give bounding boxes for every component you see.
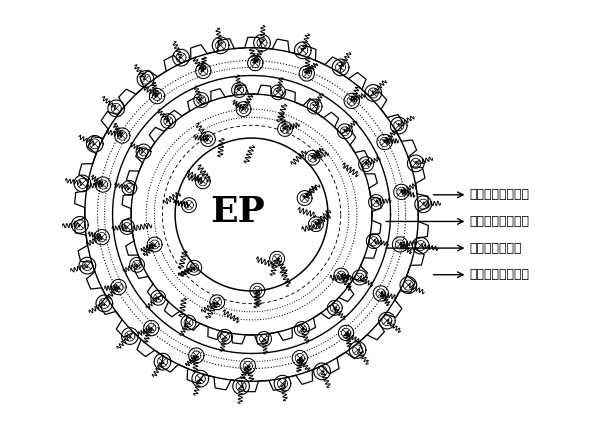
Text: 内层壁材脾醒树脂: 内层壁材脾醒树脂: [469, 188, 529, 201]
Text: 内层芯材环氧树脂: 内层芯材环氧树脂: [469, 215, 529, 228]
Text: 外层壁材脾醒树脂: 外层壁材脾醒树脂: [469, 268, 529, 281]
Text: EP: EP: [211, 195, 265, 229]
Text: 外层芯材聚硫醟: 外层芯材聚硫醟: [469, 242, 522, 254]
